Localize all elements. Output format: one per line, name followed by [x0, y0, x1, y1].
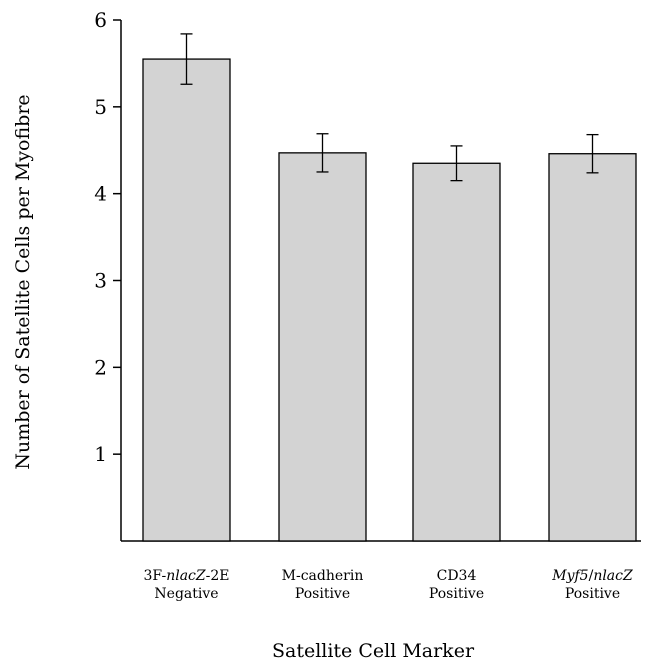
y-tick-label: 4 [94, 182, 107, 206]
y-tick-label: 2 [94, 355, 107, 379]
x-category-label-line2: Positive [429, 586, 484, 602]
chart-bars [142, 58, 637, 542]
y-tick-label: 3 [94, 269, 107, 293]
y-tick-label: 5 [94, 95, 107, 119]
x-category-label-line1: M-cadherin [282, 568, 364, 584]
y-axis-title: Number of Satellite Cells per Myofibre [12, 94, 34, 469]
y-axis-ticks: 1 2 3 4 5 6 [94, 8, 121, 466]
x-category-label-line1: Myf5/nlacZ [551, 568, 633, 584]
bar [412, 162, 501, 542]
x-category-label-line2: Negative [154, 586, 218, 602]
error-bars [180, 33, 599, 182]
x-axis-title: Satellite Cell Marker [272, 640, 475, 662]
x-category-label-line1: CD34 [437, 568, 477, 584]
x-category-label-line1: 3F-nlacZ-2E [143, 568, 229, 584]
y-tick-label: 1 [94, 442, 107, 466]
x-category-label-line2: Positive [295, 586, 350, 602]
y-tick-label: 6 [94, 8, 107, 32]
x-category-label-line2: Positive [565, 586, 620, 602]
bar [142, 58, 231, 542]
bar [278, 152, 367, 542]
bar [548, 153, 637, 542]
x-axis-category-labels: 3F-nlacZ-2E Negative M-cadherin Positive CD3… [143, 568, 633, 602]
